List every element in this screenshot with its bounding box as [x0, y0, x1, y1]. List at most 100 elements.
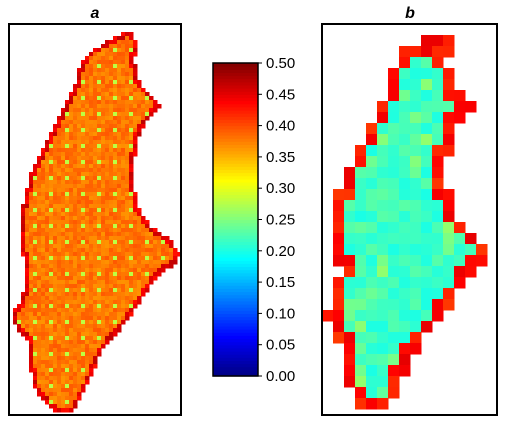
panel-a-cell-584 [89, 160, 94, 165]
panel-a-cell-61 [85, 60, 90, 65]
panel-a-cell-352 [101, 120, 106, 125]
panel-b-cell-267 [355, 354, 367, 366]
panel-a-cell-1312 [53, 256, 58, 261]
panel-a-cell-562 [97, 156, 102, 161]
panel-a-cell-1630 [85, 292, 90, 297]
panel-a-cell-1527 [53, 280, 58, 285]
panel-a-cell-1916 [69, 332, 74, 337]
panel-a-cell-1363 [105, 260, 110, 265]
panel-a-cell-1893 [77, 328, 82, 333]
colorbar-segment-26 [213, 291, 258, 296]
panel-a-cell-512 [93, 148, 98, 153]
panel-a-cell-392 [77, 128, 82, 133]
panel-a-cell-2146 [77, 384, 82, 389]
panel-a-cell-395 [89, 128, 94, 133]
panel-a-cell-273 [69, 108, 74, 113]
panel-a-cell-809 [45, 196, 50, 201]
panel-a-cell-1806 [57, 316, 62, 321]
panel-a-cell-1439 [109, 268, 114, 273]
panel-b-cell-271 [399, 354, 411, 366]
panel-b-cell-244 [355, 321, 367, 333]
panel-a-cell-2122 [37, 380, 42, 385]
panel-a-cell-1868 [81, 324, 86, 329]
panel-a-cell-4 [117, 36, 122, 41]
panel-a-cell-1278 [73, 252, 78, 257]
panel-a-cell-1986 [93, 344, 98, 349]
panel-a-cell-384 [137, 124, 142, 129]
panel-a-cell-762 [77, 188, 82, 193]
panel-a-cell-947 [133, 212, 138, 217]
panel-a-cell-1500 [77, 276, 82, 281]
colorbar-segment-48 [213, 222, 258, 227]
panel-b-cell-145 [344, 233, 356, 245]
panel-a-cell-788 [73, 192, 78, 197]
panel-a-cell-228 [81, 100, 86, 105]
panel-b-cell-198 [344, 277, 356, 289]
panel-b-cell-103 [377, 189, 389, 201]
colorbar-segment-23 [213, 300, 258, 305]
panel-a-cell-723 [29, 184, 34, 189]
panel-a-cell-295 [61, 112, 66, 117]
panel-a-cell-1006 [125, 220, 130, 225]
panel-a-cell-2005 [93, 348, 98, 353]
panel-a-cell-2170 [77, 392, 82, 397]
panel-a-cell-747 [125, 184, 130, 189]
panel-a-cell-438 [77, 136, 82, 141]
panel-a-cell-1176 [125, 240, 130, 245]
panel-b-cell-257 [399, 332, 411, 344]
panel-a-cell-1719 [73, 304, 78, 309]
panel-a-cell-1836 [61, 320, 66, 325]
panel-a-cell-1725 [97, 304, 102, 309]
panel-a-cell-1854 [25, 324, 30, 329]
panel-a-cell-110 [109, 72, 114, 77]
panel-a-cell-367 [69, 124, 74, 129]
panel-a-cell-1314 [61, 256, 66, 261]
panel-a-cell-1835 [57, 320, 62, 325]
panel-a-cell-1050 [45, 228, 50, 233]
panel-a-cell-734 [73, 184, 78, 189]
panel-a-cell-579 [69, 160, 74, 165]
panel-a-cell-1583 [25, 288, 30, 293]
panel-a-cell-1537 [93, 280, 98, 285]
panel-a-cell-2013 [53, 352, 58, 357]
panel-b-cell-1 [432, 35, 444, 47]
panel-a-cell-1789 [109, 312, 114, 317]
panel-a-cell-1819 [109, 316, 114, 321]
panel-a-cell-1455 [33, 272, 38, 277]
panel-a-cell-1895 [85, 328, 90, 333]
panel-a-cell-2119 [81, 376, 86, 381]
panel-a-cell-1593 [65, 288, 70, 293]
panel-a-cell-191 [101, 92, 106, 97]
panel-a-cell-1961 [73, 340, 78, 345]
panel-a-cell-225 [69, 100, 74, 105]
panel-a-cell-1186 [165, 240, 170, 245]
panel-a-cell-181 [137, 88, 142, 93]
panel-b-cell-209 [333, 288, 345, 300]
panel-a-cell-1135 [109, 236, 114, 241]
panel-b-cell-251 [333, 332, 345, 344]
panel-a-cell-2036 [73, 356, 78, 361]
panel-a-cell-241 [133, 100, 138, 105]
panel-a-cell-1585 [33, 288, 38, 293]
panel-a-cell-459 [69, 140, 74, 145]
panel-a-cell-965 [85, 216, 90, 221]
panel-b-cell-239 [410, 310, 422, 322]
panel-a-cell-1094 [85, 232, 90, 237]
panel-a-cell-1954 [45, 340, 50, 345]
panel-a-cell-812 [57, 196, 62, 201]
panel-a-cell-899 [61, 208, 66, 213]
panel-a-cell-1023 [65, 224, 70, 229]
panel-a-cell-1644 [141, 292, 146, 297]
panel-a-cell-1956 [53, 340, 58, 345]
panel-a-cell-1057 [73, 228, 78, 233]
panel-a-cell-609 [89, 164, 94, 169]
panel-a-cell-1249 [113, 248, 118, 253]
panel-a-cell-1711 [41, 304, 46, 309]
panel-a-cell-1808 [65, 316, 70, 321]
panel-a-cell-1024 [69, 224, 74, 229]
colorbar-segment-22 [213, 304, 258, 308]
panel-a-cell-2052 [69, 360, 74, 365]
panel-a-cell-980 [21, 220, 26, 225]
panel-a-cell-2184 [57, 400, 62, 405]
panel-a-cell-1896 [89, 328, 94, 333]
